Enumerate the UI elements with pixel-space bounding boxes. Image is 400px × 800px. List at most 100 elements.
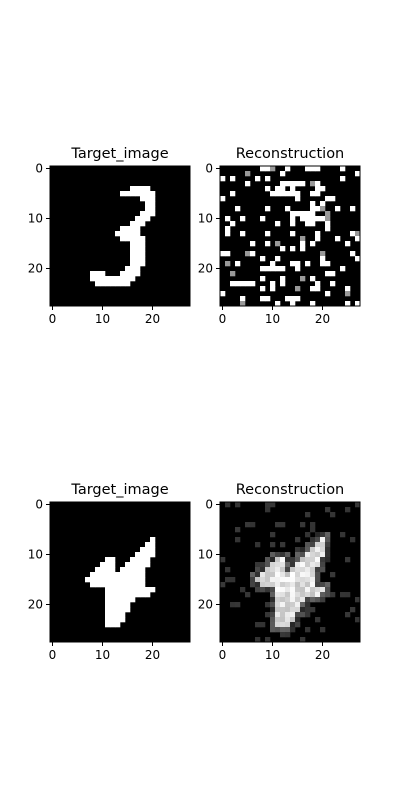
pixel: [315, 281, 321, 287]
pixel: [135, 582, 141, 588]
pixel: [95, 281, 101, 287]
pixel: [290, 577, 296, 583]
pixel: [265, 582, 271, 588]
pixel: [305, 532, 311, 538]
pixel: [290, 216, 296, 222]
pixel: [270, 572, 276, 578]
pixel: [295, 607, 301, 613]
pixel: [325, 552, 331, 558]
pixel: [240, 281, 246, 287]
pixel: [355, 617, 361, 623]
pixel: [135, 236, 141, 242]
pixel: [140, 261, 146, 267]
pixel: [275, 256, 281, 262]
pixel: [350, 607, 356, 613]
pixel: [290, 301, 296, 307]
pixel: [305, 552, 311, 558]
pixel: [100, 281, 106, 287]
pixel: [295, 211, 301, 217]
pixel: [105, 572, 111, 578]
pixel: [245, 181, 251, 187]
pixel: [120, 597, 126, 603]
pixel: [235, 206, 241, 212]
pixel: [295, 296, 301, 302]
pixel: [135, 562, 141, 568]
pixel: [320, 206, 326, 212]
pixel: [305, 587, 311, 593]
pixel: [345, 241, 351, 247]
pixel: [320, 552, 326, 558]
pixel: [310, 587, 316, 593]
pixel: [290, 627, 296, 633]
pixel: [125, 271, 131, 277]
pixel: [275, 522, 281, 528]
pixel: [135, 552, 141, 558]
pixel: [315, 552, 321, 558]
pixel: [260, 582, 266, 588]
pixel: [105, 276, 111, 282]
pixel: [145, 547, 151, 553]
pixel: [275, 577, 281, 583]
pixel: [145, 587, 151, 593]
pixel: [310, 537, 316, 543]
pixel: [250, 281, 256, 287]
pixel: [300, 602, 306, 608]
pixel: [135, 266, 141, 272]
pixel: [345, 301, 351, 307]
pixel: [350, 251, 356, 257]
pixel: [295, 547, 301, 553]
pixel: [275, 552, 281, 558]
pixel: [315, 542, 321, 548]
pixel: [265, 266, 271, 272]
pixel: [130, 572, 136, 578]
pixel: [225, 261, 231, 267]
pixel: [265, 206, 271, 212]
pixel: [310, 301, 316, 307]
pixel: [85, 577, 91, 583]
pixel: [150, 211, 156, 217]
pixel: [145, 557, 151, 563]
pixel: [95, 271, 101, 277]
pixel: [315, 236, 321, 242]
pixel: [305, 582, 311, 588]
pixel: [90, 271, 96, 277]
pixel: [260, 562, 266, 568]
y-tick-label: 10: [28, 212, 43, 226]
pixel: [315, 206, 321, 212]
pixel: [285, 617, 291, 623]
pixel: [325, 221, 331, 227]
pixel: [280, 597, 286, 603]
pixel: [320, 567, 326, 573]
pixel: [145, 186, 151, 192]
pixel: [260, 572, 266, 578]
pixel: [125, 281, 131, 287]
pixel: [295, 552, 301, 558]
pixel: [325, 261, 331, 267]
x-tick-label: 0: [219, 312, 227, 326]
pixel: [225, 231, 231, 237]
pixel: [245, 171, 251, 177]
pixel: [105, 592, 111, 598]
x-tick-label: 10: [95, 312, 110, 326]
x-tick-label: 10: [265, 648, 280, 662]
pixel: [295, 537, 301, 543]
pixel: [305, 211, 311, 217]
pixel: [330, 572, 336, 578]
pixel: [250, 582, 256, 588]
pixel: [115, 602, 121, 608]
pixel: [270, 577, 276, 583]
pixel: [255, 567, 261, 573]
pixel: [265, 557, 271, 563]
pixel: [265, 507, 271, 513]
pixel: [315, 592, 321, 598]
pixel: [325, 542, 331, 548]
pixel: [120, 236, 126, 242]
pixel: [280, 632, 286, 638]
pixel: [90, 577, 96, 583]
pixel: [300, 612, 306, 618]
pixel: [130, 241, 136, 247]
pixel: [305, 612, 311, 618]
pixel: [345, 286, 351, 292]
pixel: [280, 181, 286, 187]
pixel: [150, 537, 156, 543]
